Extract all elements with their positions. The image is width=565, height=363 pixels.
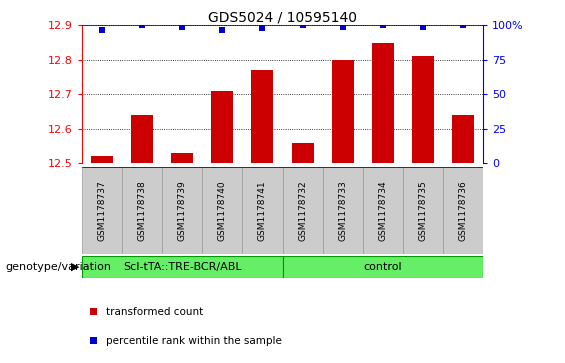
Bar [251, 70, 273, 163]
Bar [202, 167, 242, 254]
Text: GSM1178732: GSM1178732 [298, 180, 307, 241]
Bar [292, 143, 314, 163]
Bar [211, 91, 233, 163]
Text: GSM1178736: GSM1178736 [459, 180, 467, 241]
Bar [122, 167, 162, 254]
Bar [82, 256, 282, 278]
Bar [452, 115, 474, 163]
Bar [162, 167, 202, 254]
Text: GSM1178737: GSM1178737 [98, 180, 106, 241]
Bar [412, 57, 434, 163]
Point [177, 24, 186, 30]
Bar [403, 167, 443, 254]
Bar [131, 115, 153, 163]
Point [258, 25, 267, 31]
Point [338, 24, 347, 30]
Bar [82, 167, 122, 254]
Title: GDS5024 / 10595140: GDS5024 / 10595140 [208, 10, 357, 24]
Bar [323, 167, 363, 254]
Text: control: control [363, 262, 402, 272]
Point [459, 23, 468, 28]
Point [379, 23, 388, 28]
Bar [242, 167, 282, 254]
Bar [91, 156, 113, 163]
Text: GSM1178733: GSM1178733 [338, 180, 347, 241]
Point [218, 26, 227, 32]
Point [138, 23, 147, 28]
Bar [282, 256, 483, 278]
Point [418, 24, 428, 30]
Text: genotype/variation: genotype/variation [6, 262, 112, 272]
Bar [171, 153, 193, 163]
Text: GSM1178735: GSM1178735 [419, 180, 427, 241]
Text: GSM1178740: GSM1178740 [218, 180, 227, 241]
Text: ▶: ▶ [71, 262, 79, 272]
Text: GSM1178738: GSM1178738 [138, 180, 146, 241]
Bar [282, 167, 323, 254]
Text: GSM1178734: GSM1178734 [379, 180, 387, 241]
Text: transformed count: transformed count [106, 307, 203, 317]
Text: GSM1178739: GSM1178739 [178, 180, 186, 241]
Bar [443, 167, 483, 254]
Bar [332, 60, 354, 163]
Text: ScI-tTA::TRE-BCR/ABL: ScI-tTA::TRE-BCR/ABL [123, 262, 241, 272]
Text: percentile rank within the sample: percentile rank within the sample [106, 336, 281, 346]
Text: GSM1178741: GSM1178741 [258, 180, 267, 241]
Bar [372, 43, 394, 163]
Point [298, 23, 307, 28]
Point [97, 26, 106, 32]
Bar [363, 167, 403, 254]
